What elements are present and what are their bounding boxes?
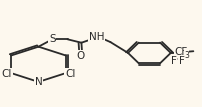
Text: CF: CF [174,47,187,57]
Text: Cl: Cl [1,69,12,79]
Text: S: S [49,34,55,44]
Text: 3: 3 [183,51,188,60]
Text: NH: NH [88,32,104,42]
Text: N: N [34,77,42,87]
Text: F: F [170,56,176,66]
Text: F: F [178,56,184,66]
Text: O: O [76,51,84,61]
Text: Cl: Cl [65,69,75,79]
